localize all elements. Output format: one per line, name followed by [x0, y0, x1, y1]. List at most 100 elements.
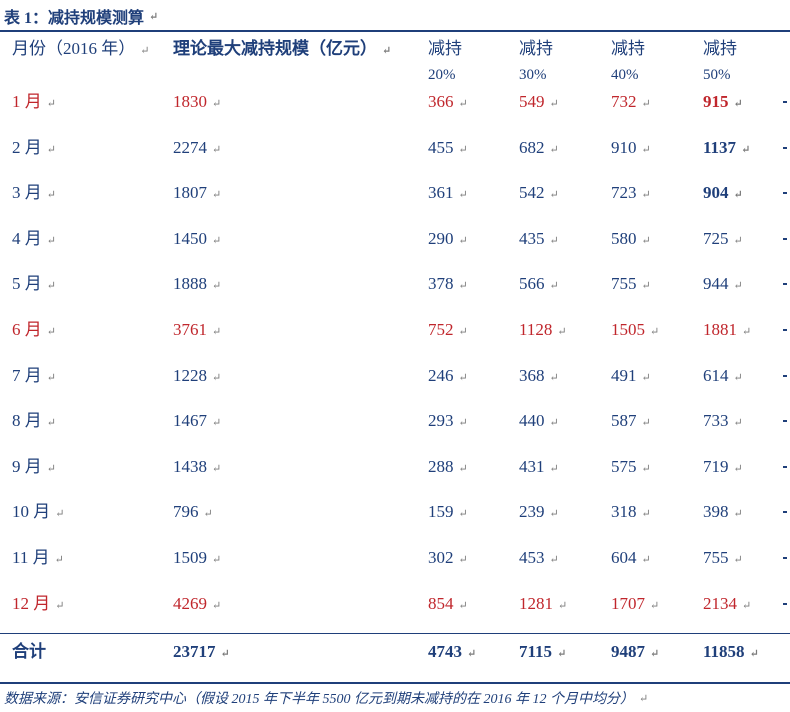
- table-row: 11 月 ↵ 1509 ↵ 302 ↵ 453 ↵ 604 ↵ 755 ↵: [0, 543, 790, 573]
- cell-max: 1450 ↵: [173, 228, 222, 248]
- cell-v50: 614 ↵: [703, 365, 743, 385]
- cell-month: 10 月 ↵: [12, 502, 65, 522]
- paragraph-mark-icon: ↵: [458, 508, 468, 521]
- row-edge-mark: [783, 602, 787, 605]
- paragraph-mark-icon: ↵: [458, 98, 468, 110]
- cell-v40: 580 ↵: [611, 228, 651, 248]
- cell-v30: 435 ↵: [519, 228, 559, 248]
- cell-max: 2274 ↵: [173, 137, 222, 157]
- paragraph-mark-icon: ↵: [733, 98, 743, 110]
- paragraph-mark-icon: ↵: [639, 692, 649, 705]
- paragraph-mark-icon: ↵: [641, 554, 651, 566]
- cell-v20: 366 ↵: [428, 92, 468, 111]
- row-edge-mark: [783, 374, 787, 377]
- cell-v40: 587 ↵: [611, 411, 651, 431]
- cell-v40: 910 ↵: [611, 137, 651, 157]
- row-edge-mark: [783, 237, 787, 240]
- paragraph-mark-icon: ↵: [46, 462, 56, 475]
- total-month: 合计: [12, 642, 46, 661]
- paragraph-mark-icon: ↵: [549, 189, 559, 202]
- cell-v30: 368 ↵: [519, 365, 559, 385]
- cell-v30: 682 ↵: [519, 137, 559, 157]
- total-v40: 9487 ↵: [611, 642, 660, 661]
- cell-v50: 398 ↵: [703, 502, 743, 522]
- cell-v40: 1505 ↵: [611, 320, 660, 339]
- cell-v50: 915 ↵: [703, 92, 743, 111]
- paragraph-mark-icon: ↵: [641, 371, 651, 384]
- total-v50: 11858 ↵: [703, 642, 759, 661]
- cell-month: 12 月 ↵: [12, 593, 65, 613]
- top-rule: [0, 30, 790, 32]
- cell-month: 6 月 ↵: [12, 320, 56, 339]
- paragraph-mark-icon: ↵: [733, 417, 743, 430]
- cell-v20: 246 ↵: [428, 365, 468, 385]
- paragraph-mark-icon: ↵: [46, 417, 56, 430]
- paragraph-mark-icon: ↵: [641, 280, 651, 293]
- paragraph-mark-icon: ↵: [557, 326, 567, 338]
- cell-v50: 2134 ↵: [703, 593, 752, 613]
- paragraph-mark-icon: ↵: [558, 599, 568, 612]
- paragraph-mark-icon: ↵: [212, 371, 222, 384]
- table-row: 7 月 ↵ 1228 ↵ 246 ↵ 368 ↵ 491 ↵ 614 ↵: [0, 361, 790, 391]
- table-row: 1 月 ↵ 1830 ↵ 366 ↵ 549 ↵ 732 ↵ 915 ↵: [0, 87, 790, 117]
- paragraph-mark-icon: ↵: [149, 10, 159, 23]
- paragraph-mark-icon: ↵: [46, 326, 56, 338]
- cell-v50: 904 ↵: [703, 183, 743, 203]
- paragraph-mark-icon: ↵: [212, 143, 222, 156]
- paragraph-mark-icon: ↵: [733, 234, 743, 247]
- cell-month: 7 月 ↵: [12, 365, 56, 385]
- paragraph-mark-icon: ↵: [733, 280, 743, 293]
- paragraph-mark-icon: ↵: [212, 417, 222, 430]
- cell-v20: 293 ↵: [428, 411, 468, 431]
- paragraph-mark-icon: ↵: [641, 462, 651, 475]
- paragraph-mark-icon: ↵: [650, 326, 660, 338]
- paragraph-mark-icon: ↵: [733, 462, 743, 475]
- cell-v30: 542 ↵: [519, 183, 559, 203]
- paragraph-mark-icon: ↵: [212, 326, 222, 338]
- paragraph-mark-icon: ↵: [212, 234, 222, 247]
- cell-month: 8 月 ↵: [12, 411, 56, 431]
- paragraph-mark-icon: ↵: [458, 417, 468, 430]
- paragraph-mark-icon: ↵: [549, 554, 559, 566]
- table-title: 表 1：减持规模测算 ↵: [4, 4, 158, 28]
- paragraph-mark-icon: ↵: [549, 462, 559, 475]
- paragraph-mark-icon: ↵: [46, 143, 56, 156]
- total-v30: 7115 ↵: [519, 642, 567, 661]
- cell-v40: 318 ↵: [611, 502, 651, 522]
- paragraph-mark-icon: ↵: [549, 98, 559, 110]
- cell-v50: 755 ↵: [703, 548, 743, 567]
- bottom-rule: [0, 682, 790, 684]
- total-v20: 4743 ↵: [428, 642, 477, 661]
- cell-max: 1509 ↵: [173, 548, 222, 567]
- cell-v20: 752 ↵: [428, 320, 468, 339]
- header-reduce-40: 减持 40%: [611, 39, 645, 83]
- paragraph-mark-icon: ↵: [212, 189, 222, 202]
- paragraph-mark-icon: ↵: [549, 280, 559, 293]
- cell-max: 3761 ↵: [173, 320, 222, 339]
- cell-max: 1888 ↵: [173, 274, 222, 294]
- header-max-scale: 理论最大减持规模（亿元） ↵: [173, 39, 392, 58]
- row-edge-mark: [783, 465, 787, 468]
- paragraph-mark-icon: ↵: [55, 599, 65, 612]
- cell-max: 1807 ↵: [173, 183, 222, 203]
- cell-v30: 1281 ↵: [519, 593, 568, 613]
- paragraph-mark-icon: ↵: [46, 371, 56, 384]
- cell-v40: 604 ↵: [611, 548, 651, 567]
- paragraph-mark-icon: ↵: [54, 554, 64, 566]
- cell-month: 2 月 ↵: [12, 137, 56, 157]
- paragraph-mark-icon: ↵: [641, 189, 651, 202]
- header-reduce-30: 减持 30%: [519, 39, 553, 83]
- paragraph-mark-icon: ↵: [212, 280, 222, 293]
- cell-max: 796 ↵: [173, 502, 213, 522]
- paragraph-mark-icon: ↵: [140, 45, 150, 57]
- paragraph-mark-icon: ↵: [212, 554, 222, 566]
- cell-v20: 290 ↵: [428, 228, 468, 248]
- table-row: 6 月 ↵ 3761 ↵ 752 ↵ 1128 ↵ 1505 ↵ 1881 ↵: [0, 315, 790, 345]
- cell-month: 11 月 ↵: [12, 548, 64, 567]
- paragraph-mark-icon: ↵: [549, 508, 559, 521]
- header-reduce-20: 减持 20%: [428, 39, 462, 83]
- row-edge-mark: [783, 511, 787, 514]
- cell-v50: 725 ↵: [703, 228, 743, 248]
- paragraph-mark-icon: ↵: [741, 143, 751, 156]
- table-row: 3 月 ↵ 1807 ↵ 361 ↵ 542 ↵ 723 ↵ 904 ↵: [0, 178, 790, 208]
